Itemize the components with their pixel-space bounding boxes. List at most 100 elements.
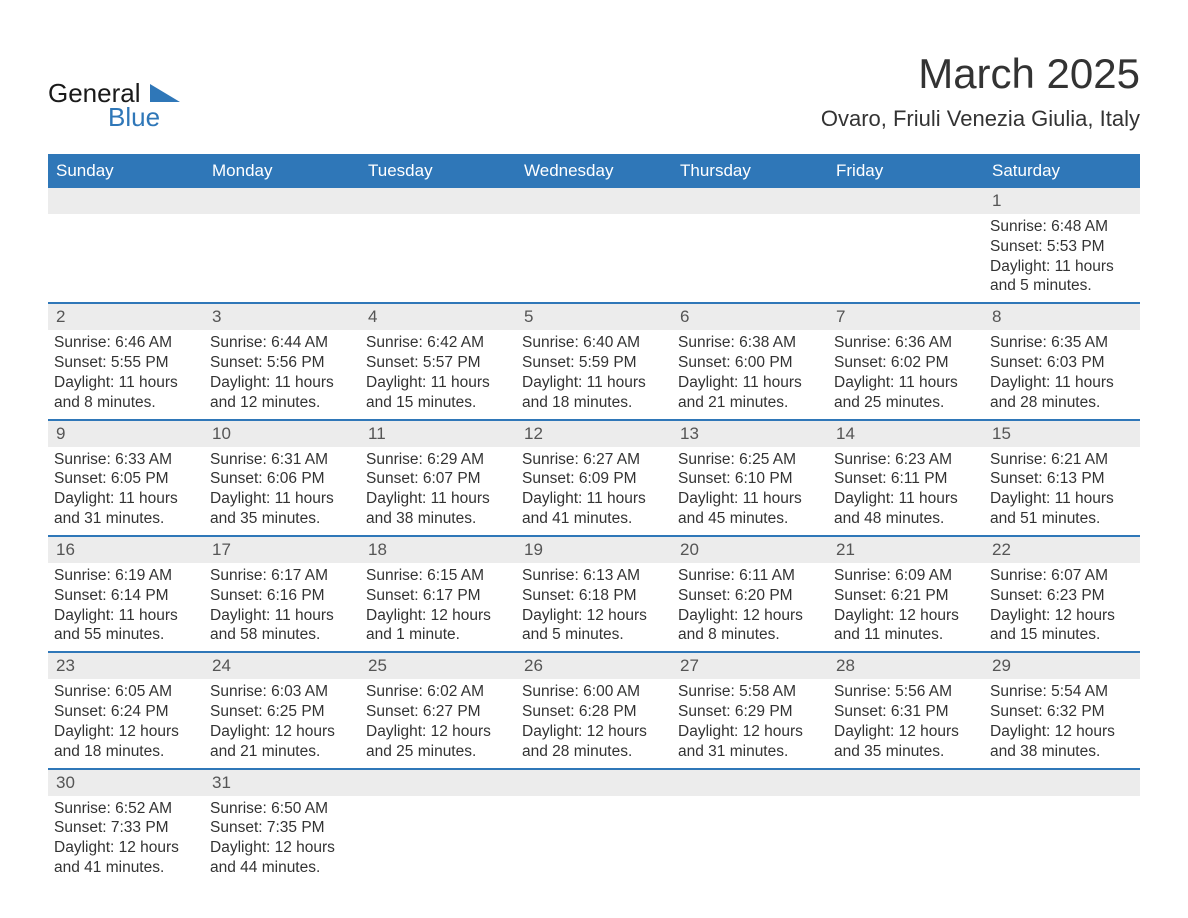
daylight-line: Daylight: 12 hours and 5 minutes. (522, 606, 666, 646)
day-cell: 28Sunrise: 5:56 AMSunset: 6:31 PMDayligh… (828, 653, 984, 767)
day-cell: 5Sunrise: 6:40 AMSunset: 5:59 PMDaylight… (516, 304, 672, 418)
day-number: 15 (984, 421, 1140, 447)
day-cell (984, 770, 1140, 884)
sunrise-line: Sunrise: 6:35 AM (990, 333, 1134, 353)
day-info: Sunrise: 6:03 AMSunset: 6:25 PMDaylight:… (210, 682, 354, 761)
sunset-line: Sunset: 6:24 PM (54, 702, 198, 722)
sunset-line: Sunset: 7:35 PM (210, 818, 354, 838)
day-info: Sunrise: 6:40 AMSunset: 5:59 PMDaylight:… (522, 333, 666, 412)
day-cell: 18Sunrise: 6:15 AMSunset: 6:17 PMDayligh… (360, 537, 516, 651)
day-cell: 2Sunrise: 6:46 AMSunset: 5:55 PMDaylight… (48, 304, 204, 418)
day-number: 24 (204, 653, 360, 679)
sunset-line: Sunset: 6:28 PM (522, 702, 666, 722)
day-number: 11 (360, 421, 516, 447)
week-row: 16Sunrise: 6:19 AMSunset: 6:14 PMDayligh… (48, 535, 1140, 651)
sunset-line: Sunset: 6:21 PM (834, 586, 978, 606)
daylight-line: Daylight: 11 hours and 35 minutes. (210, 489, 354, 529)
day-info: Sunrise: 6:05 AMSunset: 6:24 PMDaylight:… (54, 682, 198, 761)
sunrise-line: Sunrise: 6:50 AM (210, 799, 354, 819)
week-row: 1Sunrise: 6:48 AMSunset: 5:53 PMDaylight… (48, 188, 1140, 302)
day-number: 8 (984, 304, 1140, 330)
day-info: Sunrise: 5:54 AMSunset: 6:32 PMDaylight:… (990, 682, 1134, 761)
day-cell: 7 Sunrise: 6:36 AMSunset: 6:02 PMDaylight… (828, 304, 984, 418)
sunset-line: Sunset: 6:02 PM (834, 353, 978, 373)
sunset-line: Sunset: 6:32 PM (990, 702, 1134, 722)
day-number: 21 (828, 537, 984, 563)
sunrise-line: Sunrise: 6:07 AM (990, 566, 1134, 586)
day-info: Sunrise: 6:42 AMSunset: 5:57 PMDaylight:… (366, 333, 510, 412)
dow-friday: Friday (828, 154, 984, 188)
day-cell (360, 188, 516, 302)
day-cell: 26Sunrise: 6:00 AMSunset: 6:28 PMDayligh… (516, 653, 672, 767)
day-cell: 22Sunrise: 6:07 AMSunset: 6:23 PMDayligh… (984, 537, 1140, 651)
day-cell: 3Sunrise: 6:44 AMSunset: 5:56 PMDaylight… (204, 304, 360, 418)
day-number (360, 770, 516, 796)
day-number: 19 (516, 537, 672, 563)
daylight-line: Daylight: 11 hours and 18 minutes. (522, 373, 666, 413)
sunrise-line: Sunrise: 6:05 AM (54, 682, 198, 702)
day-cell (48, 188, 204, 302)
sunrise-line: Sunrise: 6:36 AM (834, 333, 978, 353)
sunset-line: Sunset: 6:29 PM (678, 702, 822, 722)
sunset-line: Sunset: 5:55 PM (54, 353, 198, 373)
daylight-line: Daylight: 12 hours and 44 minutes. (210, 838, 354, 878)
generalblue-logo-icon: General Blue (48, 78, 208, 136)
header: General Blue March 2025 Ovaro, Friuli Ve… (48, 50, 1140, 136)
dow-wednesday: Wednesday (516, 154, 672, 188)
daylight-line: Daylight: 11 hours and 12 minutes. (210, 373, 354, 413)
sunset-line: Sunset: 6:27 PM (366, 702, 510, 722)
sunset-line: Sunset: 6:03 PM (990, 353, 1134, 373)
week-row: 9Sunrise: 6:33 AMSunset: 6:05 PMDaylight… (48, 419, 1140, 535)
day-info: Sunrise: 5:56 AMSunset: 6:31 PMDaylight:… (834, 682, 978, 761)
day-number (672, 188, 828, 214)
sunrise-line: Sunrise: 6:09 AM (834, 566, 978, 586)
daylight-line: Daylight: 12 hours and 31 minutes. (678, 722, 822, 762)
sunset-line: Sunset: 5:53 PM (990, 237, 1134, 257)
week-row: 23Sunrise: 6:05 AMSunset: 6:24 PMDayligh… (48, 651, 1140, 767)
sunrise-line: Sunrise: 6:31 AM (210, 450, 354, 470)
dow-sunday: Sunday (48, 154, 204, 188)
sunrise-line: Sunrise: 6:15 AM (366, 566, 510, 586)
sunset-line: Sunset: 6:07 PM (366, 469, 510, 489)
day-number (204, 188, 360, 214)
sunset-line: Sunset: 6:17 PM (366, 586, 510, 606)
day-number: 16 (48, 537, 204, 563)
daylight-line: Daylight: 11 hours and 41 minutes. (522, 489, 666, 529)
day-cell: 31Sunrise: 6:50 AMSunset: 7:35 PMDayligh… (204, 770, 360, 884)
day-number: 18 (360, 537, 516, 563)
sunset-line: Sunset: 6:13 PM (990, 469, 1134, 489)
weeks-container: 1Sunrise: 6:48 AMSunset: 5:53 PMDaylight… (48, 188, 1140, 884)
day-info: Sunrise: 6:23 AMSunset: 6:11 PMDaylight:… (834, 450, 978, 529)
day-info: Sunrise: 6:31 AMSunset: 6:06 PMDaylight:… (210, 450, 354, 529)
sunrise-line: Sunrise: 6:17 AM (210, 566, 354, 586)
daylight-line: Daylight: 12 hours and 15 minutes. (990, 606, 1134, 646)
day-info: Sunrise: 6:17 AMSunset: 6:16 PMDaylight:… (210, 566, 354, 645)
daylight-line: Daylight: 12 hours and 18 minutes. (54, 722, 198, 762)
day-number (828, 770, 984, 796)
sunset-line: Sunset: 6:11 PM (834, 469, 978, 489)
day-info: Sunrise: 6:35 AMSunset: 6:03 PMDaylight:… (990, 333, 1134, 412)
day-cell: 6 Sunrise: 6:38 AMSunset: 6:00 PMDaylight… (672, 304, 828, 418)
day-info: Sunrise: 6:38 AMSunset: 6:00 PMDaylight:… (678, 333, 822, 412)
day-info: Sunrise: 6:21 AMSunset: 6:13 PMDaylight:… (990, 450, 1134, 529)
day-info: Sunrise: 6:36 AMSunset: 6:02 PMDaylight:… (834, 333, 978, 412)
sunrise-line: Sunrise: 6:19 AM (54, 566, 198, 586)
daylight-line: Daylight: 11 hours and 31 minutes. (54, 489, 198, 529)
daylight-line: Daylight: 12 hours and 41 minutes. (54, 838, 198, 878)
sunset-line: Sunset: 6:10 PM (678, 469, 822, 489)
daylight-line: Daylight: 11 hours and 58 minutes. (210, 606, 354, 646)
day-number: 7 (828, 304, 984, 330)
sunrise-line: Sunrise: 6:02 AM (366, 682, 510, 702)
daylight-line: Daylight: 11 hours and 48 minutes. (834, 489, 978, 529)
day-cell (828, 188, 984, 302)
day-info: Sunrise: 6:13 AMSunset: 6:18 PMDaylight:… (522, 566, 666, 645)
day-number: 13 (672, 421, 828, 447)
daylight-line: Daylight: 12 hours and 35 minutes. (834, 722, 978, 762)
sunrise-line: Sunrise: 6:48 AM (990, 217, 1134, 237)
sunset-line: Sunset: 6:25 PM (210, 702, 354, 722)
day-cell: 9Sunrise: 6:33 AMSunset: 6:05 PMDaylight… (48, 421, 204, 535)
day-number: 6 (672, 304, 828, 330)
sunset-line: Sunset: 6:06 PM (210, 469, 354, 489)
day-number: 17 (204, 537, 360, 563)
sunrise-line: Sunrise: 5:54 AM (990, 682, 1134, 702)
